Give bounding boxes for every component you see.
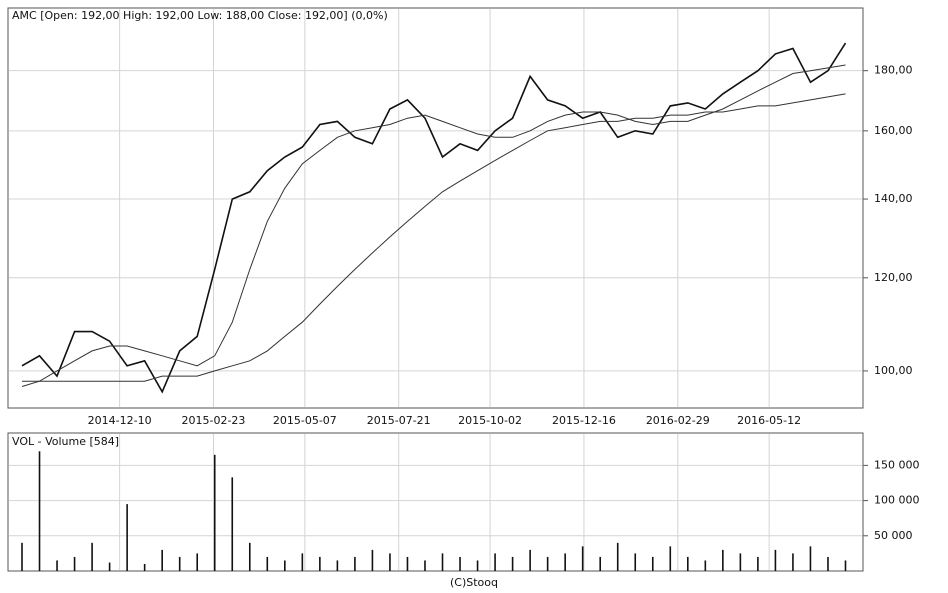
- volume-bar: [196, 553, 199, 571]
- price-panel: [7, 7, 864, 409]
- volume-bar: [669, 546, 672, 571]
- x-tick-label: 2016-02-29: [646, 414, 710, 427]
- volume-bar: [178, 556, 181, 571]
- volume-bar: [634, 553, 637, 571]
- volume-bar: [56, 560, 58, 571]
- volume-panel: [7, 432, 864, 572]
- volume-bar: [319, 556, 321, 571]
- volume-bar: [73, 556, 76, 571]
- volume-bar: [616, 542, 619, 571]
- x-tick-label: 2014-12-10: [88, 414, 152, 427]
- volume-bar: [476, 560, 479, 571]
- moving-average: [21, 64, 846, 387]
- volume-bar: [406, 556, 409, 571]
- volume-bar: [248, 542, 251, 571]
- volume-bar: [792, 553, 794, 571]
- volume-bar: [494, 553, 496, 571]
- y-tick-label: 180,00: [874, 64, 913, 77]
- volume-bar: [108, 562, 111, 571]
- volume-bar: [126, 504, 128, 571]
- volume-bar: [336, 560, 339, 571]
- volume-bar: [301, 553, 304, 571]
- volume-bar: [21, 542, 23, 571]
- x-tick-label: 2015-05-07: [273, 414, 337, 427]
- x-tick-label: 2015-02-23: [182, 414, 246, 427]
- x-tick-label: 2015-12-16: [552, 414, 616, 427]
- volume-bar: [722, 549, 724, 571]
- volume-bar: [687, 556, 689, 571]
- y-tick-label: 50 000: [874, 529, 913, 542]
- y-tick-label: 100,00: [874, 364, 913, 377]
- volume-bar: [284, 560, 286, 571]
- volume-bar: [143, 563, 146, 571]
- y-tick-label: 140,00: [874, 192, 913, 205]
- y-tick-label: 150 000: [874, 458, 920, 471]
- volume-title: VOL - Volume [584]: [12, 435, 119, 448]
- volume-bar: [844, 560, 847, 571]
- volume-bar: [354, 556, 356, 571]
- x-tick-label: 2015-07-21: [367, 414, 431, 427]
- volume-bar: [599, 556, 601, 571]
- volume-bar: [581, 546, 584, 571]
- volume-bar: [704, 560, 707, 571]
- volume-bar: [459, 556, 461, 571]
- volume-bar: [91, 542, 93, 571]
- volume-bar: [564, 553, 566, 571]
- volume-bar: [231, 477, 234, 571]
- volume-bar: [424, 560, 426, 571]
- volume-bar: [651, 556, 654, 571]
- volume-bar: [441, 553, 444, 571]
- volume-bar: [266, 556, 269, 571]
- volume-bar: [774, 549, 777, 571]
- price-line: [21, 42, 847, 394]
- x-tick-label: 2015-10-02: [458, 414, 522, 427]
- x-tick-label: 2016-05-12: [737, 414, 801, 427]
- volume-bar: [757, 556, 759, 571]
- volume-bar: [213, 454, 216, 571]
- footer: (C)Stooq: [450, 576, 498, 589]
- volume-bar: [529, 549, 531, 571]
- volume-bar: [739, 553, 742, 571]
- volume-bar: [809, 546, 812, 571]
- volume-bar: [389, 553, 391, 571]
- y-tick-label: 160,00: [874, 124, 913, 137]
- volume-bar: [546, 556, 549, 571]
- chart-title: AMC [Open: 192,00 High: 192,00 Low: 188,…: [12, 9, 388, 22]
- volume-bar: [161, 549, 163, 571]
- volume-bar: [38, 451, 41, 571]
- volume-bar: [827, 556, 829, 571]
- y-tick-label: 100 000: [874, 494, 920, 507]
- volume-bar: [511, 556, 514, 571]
- moving-average: [22, 93, 846, 382]
- volume-bar: [371, 549, 374, 571]
- y-tick-label: 120,00: [874, 271, 913, 284]
